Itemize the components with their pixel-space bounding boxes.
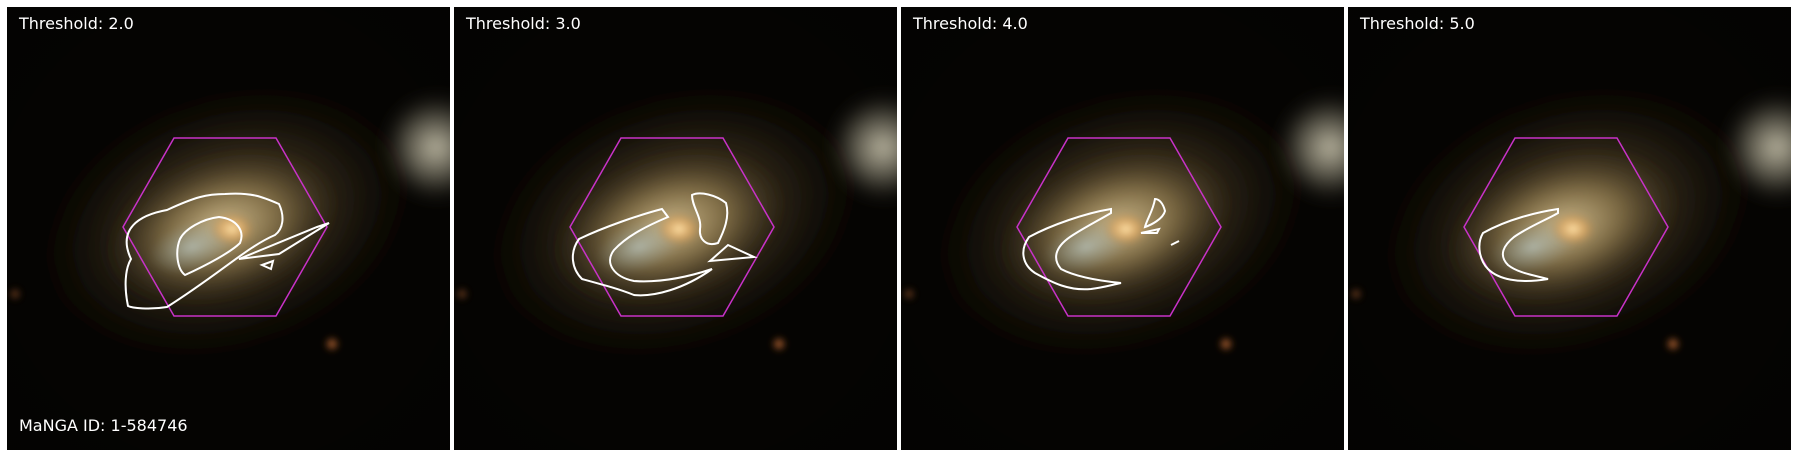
galaxy-image bbox=[454, 7, 897, 450]
threshold-label: Threshold: 5.0 bbox=[1360, 14, 1475, 33]
contour-arm bbox=[707, 243, 758, 263]
contour-north-knot bbox=[690, 192, 729, 245]
galaxy-panel-threshold-5: Threshold: 5.0 bbox=[1348, 7, 1791, 450]
ifu-hexagon bbox=[1016, 137, 1222, 317]
contour-knot bbox=[259, 259, 275, 271]
contour-north-knot bbox=[1143, 197, 1167, 229]
ifu-hexagon bbox=[1463, 137, 1669, 317]
galaxy-id-label: MaNGA ID: 1-584746 bbox=[19, 416, 188, 435]
ifu-hexagon bbox=[569, 137, 775, 317]
threshold-label: Threshold: 4.0 bbox=[913, 14, 1028, 33]
contour-outer bbox=[124, 192, 284, 310]
contour-speck bbox=[1170, 240, 1180, 246]
contour-arc bbox=[1478, 207, 1559, 282]
threshold-label: Threshold: 3.0 bbox=[466, 14, 581, 33]
galaxy-panel-threshold-4: Threshold: 4.0 bbox=[901, 7, 1344, 450]
contour-arm bbox=[238, 222, 330, 260]
galaxy-panel-threshold-3: Threshold: 3.0 bbox=[454, 7, 897, 450]
contour-inner bbox=[176, 215, 243, 277]
contour-arc bbox=[1022, 207, 1122, 291]
threshold-label: Threshold: 2.0 bbox=[19, 14, 134, 33]
contour-arc bbox=[571, 207, 713, 297]
ifu-hexagon bbox=[122, 137, 328, 317]
galaxy-image bbox=[1348, 7, 1791, 450]
galaxy-panel-threshold-2: Threshold: 2.0 MaNGA ID: 1-584746 bbox=[7, 7, 450, 450]
contour-fragment bbox=[1140, 227, 1161, 234]
galaxy-image bbox=[7, 7, 450, 450]
galaxy-image bbox=[901, 7, 1344, 450]
